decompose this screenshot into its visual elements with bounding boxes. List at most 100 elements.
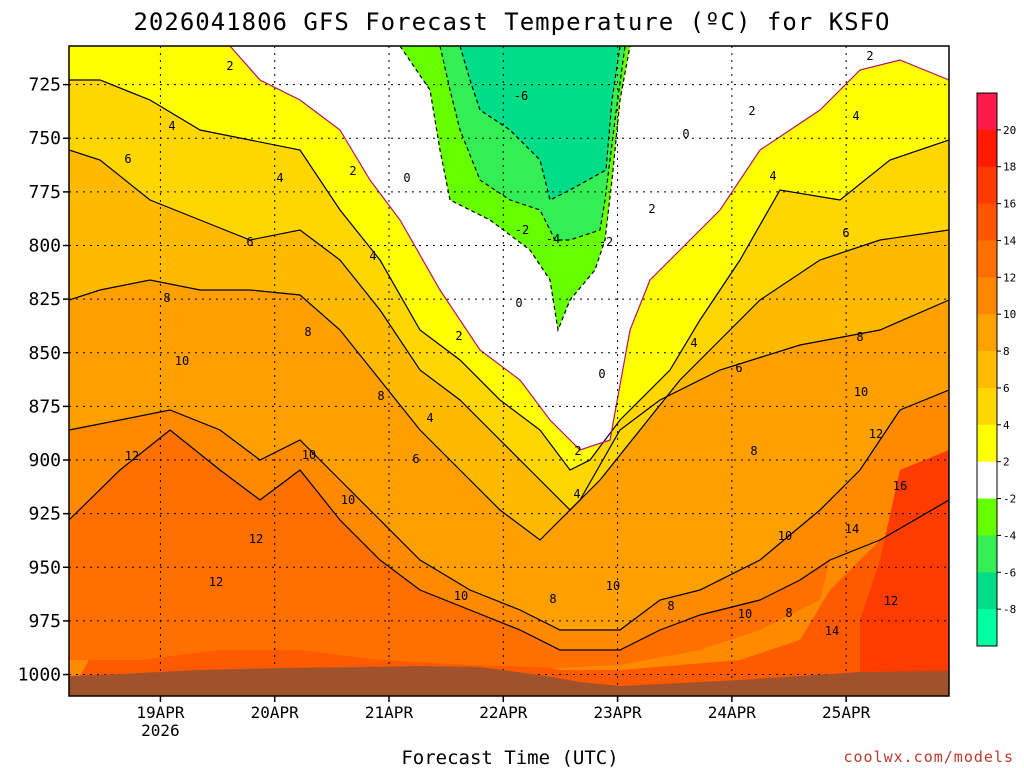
contour-label: 6 <box>735 361 742 375</box>
contour-label: 12 <box>249 532 263 546</box>
colorbar-label: 18 <box>1003 161 1016 174</box>
isotherm-line <box>399 46 631 333</box>
colorbar-swatch <box>977 203 997 241</box>
contour-label: 10 <box>454 589 468 603</box>
colorbar-swatch <box>977 93 997 131</box>
contour-label: 6 <box>124 152 131 166</box>
contour-label: 14 <box>845 522 859 536</box>
contour-label: 8 <box>549 592 556 606</box>
contour-label: 16 <box>893 479 907 493</box>
colorbar-swatch <box>977 387 997 426</box>
contour-label: 2 <box>748 104 755 118</box>
contour-label: 2 <box>455 329 462 343</box>
contour-label: 8 <box>163 291 170 305</box>
y-tick-label: 975 <box>28 611 61 632</box>
contour-label: 4 <box>852 109 859 123</box>
colorbar-swatch <box>977 461 997 500</box>
contour-label: 8 <box>856 330 863 344</box>
y-tick-label: 900 <box>28 450 61 471</box>
contour-labels: 2 2 2 2 2 2 2 4 4 4 4 4 4 4 4 6 6 6 6 6 8 8 8 8 8 8 8 8 10 10 10 10 10 10… <box>124 49 907 638</box>
contour-label: 10 <box>606 579 620 593</box>
surface-ground <box>69 666 949 696</box>
colorbar-swatch <box>977 351 997 389</box>
colorbar-swatch <box>977 166 997 205</box>
contour-label: 2 <box>648 202 655 216</box>
x-tick-label: 25APR <box>822 703 871 722</box>
contour-label: 6 <box>412 452 419 466</box>
contour-label: 4 <box>573 487 580 501</box>
colorbar-label: -8 <box>1003 603 1016 616</box>
contour-label: 10 <box>854 385 868 399</box>
contour-label-zero: 0 <box>598 367 605 381</box>
contour-label: 4 <box>168 119 175 133</box>
colorbar: 20 18 16 14 12 10 8 6 4 2 -2 -4 -6 -8 <box>976 92 1017 647</box>
x-tick-label: 20APR <box>251 703 300 722</box>
colorbar-swatch <box>977 424 997 463</box>
x-tick-label: 21APR <box>365 703 414 722</box>
temperature-band <box>69 430 830 668</box>
contour-label: 12 <box>869 427 883 441</box>
contour-label: 4 <box>276 171 283 185</box>
credit-text: coolwx.com/models <box>843 748 1014 766</box>
colorbar-swatch <box>977 498 997 536</box>
x-tick-label: 19APR <box>136 703 185 722</box>
isotherm-line <box>229 46 949 451</box>
plot-area <box>69 46 949 696</box>
colorbar-frame <box>976 92 998 647</box>
contour-label: 12 <box>125 449 139 463</box>
contour-label: 10 <box>738 607 752 621</box>
y-tick-label: 825 <box>28 289 61 310</box>
y-tick-label: 850 <box>28 343 61 364</box>
y-tick-label: 875 <box>28 396 61 417</box>
y-axis: 725 750 775 800 825 850 875 900 925 950 975 1000 <box>18 75 69 686</box>
contour-label: 10 <box>175 354 189 368</box>
y-tick-label: 925 <box>28 504 61 525</box>
contour-label: 10 <box>302 448 316 462</box>
colorbar-label: 12 <box>1003 271 1016 284</box>
isotherm-line <box>69 429 949 651</box>
isotherm-line <box>69 389 949 631</box>
colorbar-swatch <box>977 314 997 352</box>
contour-label: 4 <box>690 336 697 350</box>
colorbar-swatch <box>977 609 997 647</box>
colorbar-label: 2 <box>1003 456 1010 469</box>
contour-label-zero: 0 <box>682 127 689 141</box>
isotherm-line <box>459 46 621 201</box>
contour-label-zero: 0 <box>515 296 522 310</box>
colorbar-label: 10 <box>1003 308 1016 321</box>
contour-label: 14 <box>825 624 839 638</box>
colorbar-label: 16 <box>1003 198 1016 211</box>
contour-label: -4 <box>546 232 560 246</box>
x-tick-year: 2026 <box>141 721 180 740</box>
contour-label: 6 <box>246 235 253 249</box>
colorbar-label: 4 <box>1003 419 1010 432</box>
contour-label: -2 <box>599 235 613 249</box>
colorbar-label: 8 <box>1003 345 1010 358</box>
y-tick-label: 750 <box>28 128 61 149</box>
contour-label: 2 <box>349 164 356 178</box>
y-tick-label: 775 <box>28 182 61 203</box>
contour-label: 10 <box>778 529 792 543</box>
isotherm-line <box>439 46 626 241</box>
contour-label: 8 <box>377 389 384 403</box>
contour-label: 8 <box>304 325 311 339</box>
contour-label: 4 <box>426 411 433 425</box>
contour-label: 6 <box>842 226 849 240</box>
x-tick-label: 23APR <box>593 703 642 722</box>
contour-label: 12 <box>209 575 223 589</box>
isotherm-line <box>69 79 949 471</box>
colorbar-swatch <box>977 240 997 278</box>
chart-title: 2026041806 GFS Forecast Temperature (ºC)… <box>133 8 890 36</box>
y-tick-label: 800 <box>28 236 61 257</box>
colorbar-label: -2 <box>1003 493 1016 506</box>
contour-label: 8 <box>785 606 792 620</box>
contour-label: 2 <box>226 59 233 73</box>
temperature-band <box>860 450 949 696</box>
contour-label: -6 <box>514 89 528 103</box>
x-axis-label: Forecast Time (UTC) <box>401 747 618 768</box>
contour-label: 8 <box>750 444 757 458</box>
x-tick-label: 24APR <box>708 703 757 722</box>
colorbar-label: -6 <box>1003 566 1016 579</box>
isotherm-line <box>69 279 949 541</box>
